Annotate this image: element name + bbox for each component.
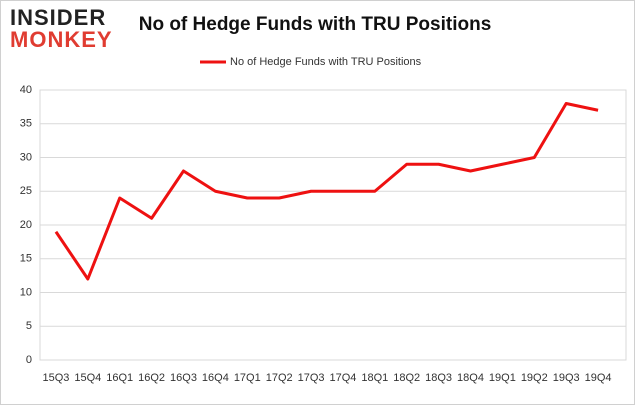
data-line [54, 102, 599, 281]
y-tick-label: 30 [20, 151, 32, 163]
y-tick-label: 15 [20, 253, 32, 265]
y-tick-label: 5 [26, 320, 32, 332]
x-tick-label: 16Q1 [106, 372, 133, 384]
x-tick-label: 18Q4 [457, 372, 484, 384]
logo-top: INSIDER [10, 5, 106, 30]
x-tick-label: 16Q3 [170, 372, 197, 384]
x-tick-label: 18Q3 [425, 372, 452, 384]
x-tick-label: 16Q4 [202, 372, 229, 384]
legend-label: No of Hedge Funds with TRU Positions [230, 56, 422, 68]
x-tick-label: 17Q2 [266, 372, 293, 384]
x-tick-label: 17Q1 [234, 372, 261, 384]
y-tick-label: 0 [26, 354, 32, 366]
y-tick-label: 10 [20, 286, 32, 298]
x-tick-label: 19Q3 [553, 372, 580, 384]
x-tick-label: 16Q2 [138, 372, 165, 384]
x-tick-label: 19Q1 [489, 372, 516, 384]
y-tick-label: 25 [20, 185, 32, 197]
y-tick-label: 20 [20, 219, 32, 231]
x-tick-label: 17Q4 [329, 372, 356, 384]
y-tick-label: 35 [20, 118, 32, 130]
chart-title: No of Hedge Funds with TRU Positions [139, 14, 492, 35]
y-tick-label: 40 [20, 84, 32, 96]
x-tick-label: 15Q3 [42, 372, 69, 384]
x-tick-label: 19Q4 [585, 372, 612, 384]
x-tick-label: 15Q4 [74, 372, 101, 384]
x-tick-label: 18Q1 [361, 372, 388, 384]
logo-bottom: MONKEY [10, 27, 113, 52]
x-tick-label: 17Q3 [298, 372, 325, 384]
x-tick-label: 18Q2 [393, 372, 420, 384]
x-tick-label: 19Q2 [521, 372, 548, 384]
